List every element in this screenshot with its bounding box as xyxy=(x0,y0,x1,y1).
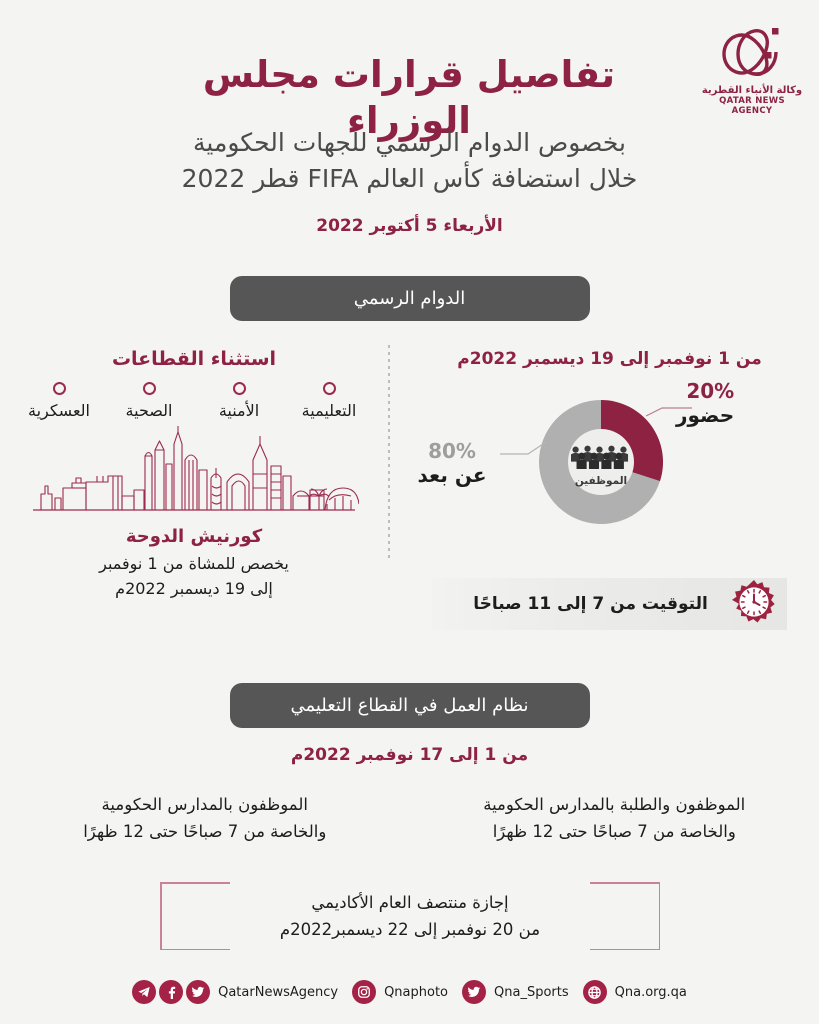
corniche-line-1: يخصص للمشاة من 1 نوفمبر xyxy=(99,554,289,573)
donut-label-remote: 80% عن بعد xyxy=(404,439,500,487)
education-col-students: الموظفون والطلبة بالمدارس الحكومية والخا… xyxy=(410,791,819,845)
education-left-line-2: والخاصة من 7 صباحًا حتى 12 ظهرًا xyxy=(492,822,736,841)
working-hours-timing-text: التوقيت من 7 إلى 11 صباحًا xyxy=(473,594,708,614)
doha-skyline-illustration xyxy=(0,424,388,520)
circle-marker-icon xyxy=(52,382,66,395)
sector-label: الأمنية xyxy=(218,401,260,420)
donut-center-label: الموظفين xyxy=(574,475,628,487)
academic-break-title: إجازة منتصف العام الأكاديمي xyxy=(311,893,509,912)
break-box-right-edge xyxy=(658,882,660,950)
remote-percent: 80% xyxy=(428,439,476,463)
circle-marker-icon xyxy=(232,382,246,395)
social-footer: QatarNewsAgency Qnaphoto Qna_Sports xyxy=(0,972,819,1012)
education-sector-section: من 1 إلى 17 نوفمبر 2022م الموظفون والطلب… xyxy=(0,745,819,845)
qna-atom-logo-icon xyxy=(722,28,779,76)
subtitle-line-1: بخصوص الدوام الرسمي للجهات الحكومية xyxy=(193,128,626,157)
logo-english-name: QATAR NEWS AGENCY xyxy=(719,96,785,116)
twitter-icon[interactable] xyxy=(186,980,211,1004)
header: وكالة الأنباء القطرية QATAR NEWS AGENCY … xyxy=(0,0,819,255)
attendance-percent: 20% xyxy=(686,379,735,403)
publication-date: الأربعاء 5 أكتوبر 2022 xyxy=(316,216,503,236)
instagram-icon[interactable] xyxy=(352,980,377,1004)
corniche-line-2: إلى 19 ديسمبر 2022م xyxy=(115,579,273,598)
sector-label: الصحية xyxy=(125,401,173,420)
sector-item-military: العسكرية xyxy=(20,382,98,420)
donut-chart-column: من 1 نوفمبر إلى 19 ديسمبر 2022م xyxy=(400,340,819,547)
telegram-icon[interactable] xyxy=(132,980,157,1004)
sectors-title: استثناء القطاعات xyxy=(111,348,277,370)
social-handle[interactable]: QatarNewsAgency xyxy=(218,984,339,1000)
column-divider xyxy=(388,345,390,560)
sector-exceptions-column: استثناء القطاعات التعليمية الأمنية الصحي… xyxy=(0,340,388,601)
social-group-sports[interactable]: Qna_Sports xyxy=(462,980,569,1004)
academic-break-box: إجازة منتصف العام الأكاديمي من 20 نوفمبر… xyxy=(160,882,660,950)
remote-text: عن بعد xyxy=(417,463,487,487)
sector-label: التعليمية xyxy=(301,401,357,420)
social-group-instagram[interactable]: Qnaphoto xyxy=(352,980,448,1004)
education-columns: الموظفون والطلبة بالمدارس الحكومية والخا… xyxy=(0,791,819,845)
social-handle[interactable]: Qna_Sports xyxy=(494,984,569,1000)
education-col-staff: الموظفون بالمدارس الحكومية والخاصة من 7 … xyxy=(0,791,410,845)
corniche-title: كورنيش الدوحة xyxy=(125,526,263,547)
official-working-hours-section: من 1 نوفمبر إلى 19 ديسمبر 2022م xyxy=(0,340,819,650)
attendance-text: حضور xyxy=(676,403,735,427)
sector-label: العسكرية xyxy=(27,401,90,420)
education-right-line-1: الموظفون بالمدارس الحكومية xyxy=(101,795,308,814)
globe-icon[interactable] xyxy=(582,980,607,1004)
corniche-description: يخصص للمشاة من 1 نوفمبر إلى 19 ديسمبر 20… xyxy=(0,551,388,601)
callout-line-remote xyxy=(500,441,547,455)
qna-logo: وكالة الأنباء القطرية QATAR NEWS AGENCY xyxy=(698,22,806,120)
page-title: تفاصيل قرارات مجلس الوزراء xyxy=(202,53,616,142)
gear-clock-icon xyxy=(731,579,777,629)
education-right-line-2: والخاصة من 7 صباحًا حتى 12 ظهرًا xyxy=(83,822,327,841)
sector-item-health: الصحية xyxy=(110,382,188,420)
social-group-website[interactable]: Qna.org.qa xyxy=(582,980,687,1004)
education-left-line-1: الموظفون والطلبة بالمدارس الحكومية xyxy=(483,795,746,814)
social-group-main[interactable]: QatarNewsAgency xyxy=(132,980,338,1004)
logo-arabic-name: وكالة الأنباء القطرية xyxy=(701,85,803,96)
subtitle-line-2: خلال استضافة كأس العالم FIFA قطر 2022 xyxy=(181,164,638,193)
break-box-left-edge xyxy=(160,882,162,950)
section-banner-official-hours: الدوام الرسمي xyxy=(229,276,590,321)
working-hours-timing-bar: التوقيت من 7 إلى 11 صباحًا xyxy=(432,578,787,630)
page-subtitle: بخصوص الدوام الرسمي للجهات الحكومية خلال… xyxy=(0,125,819,197)
twitter-icon[interactable] xyxy=(462,980,487,1004)
section-banner-education: نظام العمل في القطاع التعليمي xyxy=(229,683,590,728)
social-handle[interactable]: Qna.org.qa xyxy=(614,984,687,1000)
callout-line-attendance xyxy=(645,407,692,417)
work-period-title: من 1 نوفمبر إلى 19 ديسمبر 2022م xyxy=(457,349,762,369)
donut-chart-svg xyxy=(500,400,692,524)
employees-group-icon xyxy=(571,445,629,469)
sector-item-educational: التعليمية xyxy=(290,382,368,420)
facebook-icon[interactable] xyxy=(159,980,184,1004)
donut-hole xyxy=(568,429,634,495)
sector-list: التعليمية الأمنية الصحية العسكرية xyxy=(0,382,388,420)
donut-label-attendance: 20% حضور xyxy=(676,379,734,427)
sector-item-security: الأمنية xyxy=(200,382,278,420)
circle-marker-icon xyxy=(322,382,336,395)
social-handle[interactable]: Qnaphoto xyxy=(384,984,449,1000)
academic-break-period: من 20 نوفمبر إلى 22 ديسمبر2022م xyxy=(279,920,541,939)
education-period: من 1 إلى 17 نوفمبر 2022م xyxy=(290,745,529,765)
employees-donut-chart: الموظفين 20% حضور 80% عن بعد xyxy=(400,377,819,547)
circle-marker-icon xyxy=(142,382,156,395)
